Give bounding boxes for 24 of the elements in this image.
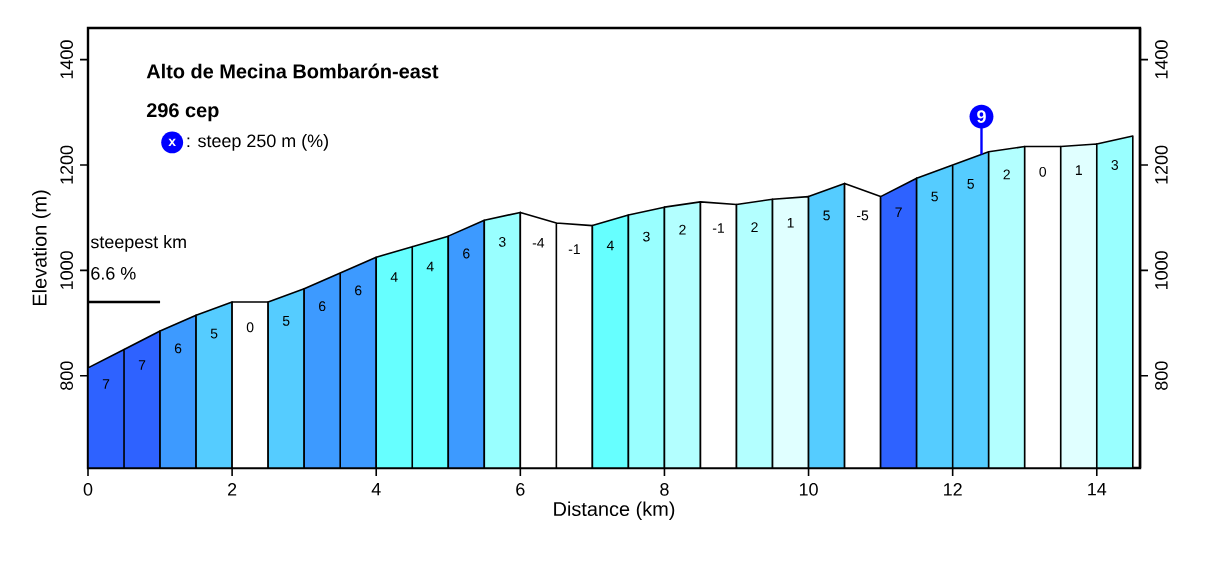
- x-tick-label: 0: [83, 483, 93, 496]
- x-tick-label: 6: [516, 483, 525, 496]
- text: 296 cep: [146, 103, 219, 122]
- y2-tick-label: 1400: [1155, 40, 1168, 79]
- annotation: : steep 250 m (%): [187, 134, 328, 151]
- x-tick-label: 12: [944, 483, 962, 496]
- y2-tick-label: 800: [1155, 361, 1168, 390]
- annotation: 9: [977, 110, 986, 123]
- x-tick-label: 8: [660, 483, 669, 496]
- x-tick-label: 2: [228, 483, 237, 496]
- text: Alto de Mecina Bombarón-east: [146, 63, 439, 79]
- y-axis-title: Elevation (m): [32, 190, 51, 306]
- x-axis-title: Distance (km): [554, 501, 675, 520]
- x-tick-label: 10: [799, 483, 818, 496]
- y2-tick-label: 1000: [1155, 251, 1168, 289]
- annotation: steepest km: [90, 235, 186, 252]
- y-tick-label: 1200: [60, 145, 73, 184]
- x-tick-label: 4: [371, 483, 381, 496]
- y-tick-label: 800: [60, 361, 73, 390]
- y-tick-label: 1400: [60, 40, 73, 79]
- x-tick-label: 14: [1088, 483, 1107, 496]
- y2-tick-label: 1200: [1155, 145, 1168, 184]
- y-tick-label: 1000: [60, 251, 73, 289]
- annotation: 6.6 %: [91, 266, 136, 280]
